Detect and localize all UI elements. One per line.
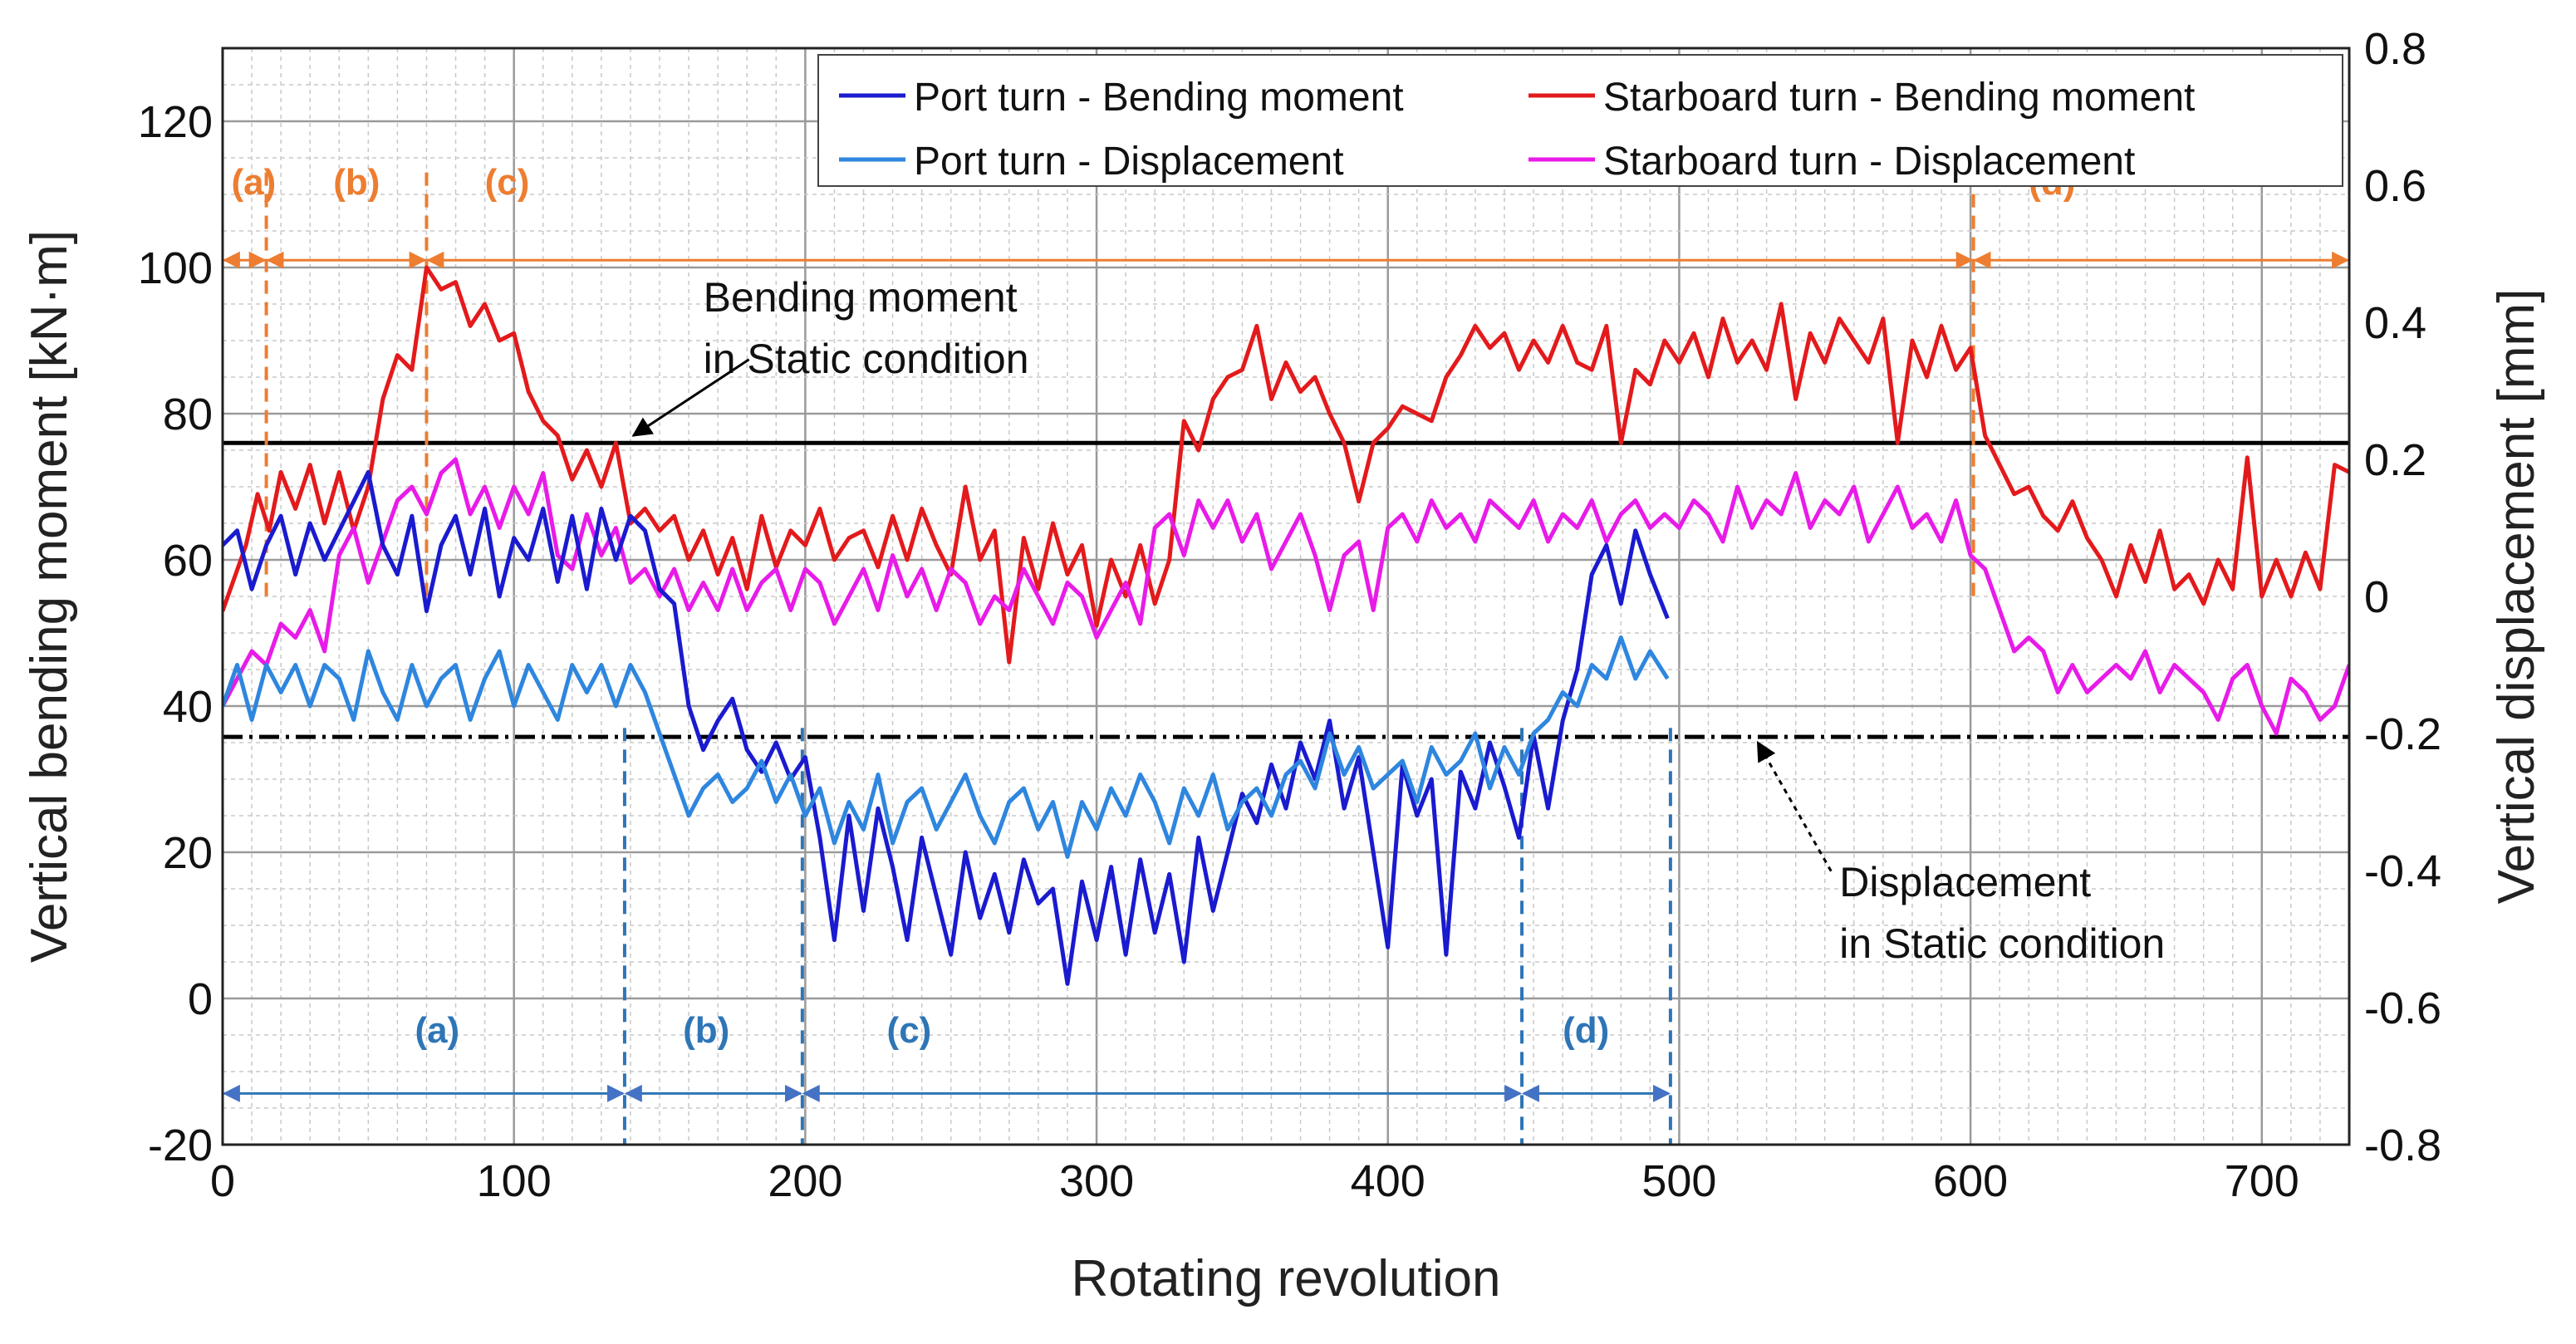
legend-entry-port-displacement: Port turn - Displacement xyxy=(839,140,1344,184)
y-left-tick-label: 80 xyxy=(163,390,213,439)
legend-label-starboard-bending: Starboard turn - Bending moment xyxy=(1603,76,2195,120)
y-right-tick-label: 0.2 xyxy=(2364,435,2426,485)
y-left-tick-label: 60 xyxy=(163,536,213,586)
y-left-ticks: -20 0 20 40 60 80 100 120 xyxy=(138,97,213,1170)
static-lines xyxy=(223,440,2349,739)
data-series xyxy=(223,265,2349,986)
legend-label-port-bending: Port turn - Bending moment xyxy=(914,76,1404,120)
starboard-phase-label: (b) xyxy=(333,162,380,203)
y-left-axis-title: Vertical bending moment [kN·m] xyxy=(21,230,78,963)
x-tick-label: 400 xyxy=(1351,1156,1425,1206)
y-right-tick-label: 0.6 xyxy=(2364,161,2426,211)
x-tick-label: 500 xyxy=(1641,1156,1716,1206)
plot-frame xyxy=(221,47,2351,1146)
series-starboard-turn-bending-moment xyxy=(223,265,2349,665)
y-left-tick-label: 120 xyxy=(138,97,213,147)
x-axis-title: Rotating revolution xyxy=(1072,1250,1501,1307)
annotation-arrow xyxy=(1756,740,1833,872)
y-right-tick-label: -0.4 xyxy=(2364,846,2441,896)
legend-label-starboard-displacement: Starboard turn - Displacement xyxy=(1603,140,2135,184)
y-left-tick-label: 100 xyxy=(138,243,213,293)
gridlines xyxy=(221,47,2350,1146)
annotation-arrow xyxy=(631,358,750,437)
y-right-ticks: -0.8 -0.6 -0.4 -0.2 0 0.2 0.4 0.6 0.8 xyxy=(2364,24,2441,1170)
phase-markers: (a)(b)(c)(d)(a)(b)(c)(d) xyxy=(222,162,2350,1145)
y-left-tick-label: 20 xyxy=(163,828,213,878)
x-tick-label: 100 xyxy=(477,1156,552,1206)
port-phase-label: (a) xyxy=(415,1010,459,1051)
x-ticks: 0 100 200 300 400 500 600 700 xyxy=(210,1156,2299,1206)
y-right-tick-label: -0.2 xyxy=(2364,709,2441,759)
port-phase-label: (c) xyxy=(887,1010,932,1051)
port-phase-label: (d) xyxy=(1563,1010,1609,1051)
annotation-text: in Static condition xyxy=(1839,920,2165,967)
annotation-text: Displacement xyxy=(1839,859,2091,905)
y-left-tick-label: 0 xyxy=(188,974,213,1024)
annotations: Bending moment in Static condition Displac… xyxy=(631,274,2165,967)
x-tick-label: 200 xyxy=(768,1156,842,1206)
annotation-text: in Static condition xyxy=(704,336,1029,382)
legend-entry-port-bending: Port turn - Bending moment xyxy=(839,76,1404,120)
y-right-tick-label: 0 xyxy=(2364,572,2389,622)
annotation-text: Bending moment xyxy=(704,274,1018,321)
x-tick-label: 700 xyxy=(2225,1156,2299,1206)
legend-label-port-displacement: Port turn - Displacement xyxy=(914,140,1344,184)
starboard-phase-label: (a) xyxy=(232,162,277,203)
legend: Port turn - Bending moment Starboard tur… xyxy=(817,54,2343,187)
y-left-tick-label: -20 xyxy=(148,1121,213,1170)
legend-entry-starboard-bending: Starboard turn - Bending moment xyxy=(1528,76,2195,120)
series-port-turn-displacement xyxy=(223,635,1670,859)
starboard-phase-label: (c) xyxy=(485,162,530,203)
x-tick-label: 600 xyxy=(1933,1156,2008,1206)
y-right-tick-label: 0.8 xyxy=(2364,24,2426,74)
x-tick-label: 300 xyxy=(1059,1156,1134,1206)
y-right-tick-label: 0.4 xyxy=(2364,298,2426,348)
y-right-axis-title: Vertical displacement [mm] xyxy=(2488,289,2545,905)
legend-entry-starboard-displacement: Starboard turn - Displacement xyxy=(1528,140,2135,184)
port-phase-label: (b) xyxy=(683,1010,729,1051)
y-right-tick-label: -0.6 xyxy=(2364,983,2441,1033)
y-left-tick-label: 40 xyxy=(163,682,213,732)
y-right-tick-label: -0.8 xyxy=(2364,1121,2441,1170)
legend-box xyxy=(817,54,2343,187)
x-tick-label: 0 xyxy=(210,1156,235,1206)
series-port-turn-bending-moment xyxy=(223,469,1670,986)
